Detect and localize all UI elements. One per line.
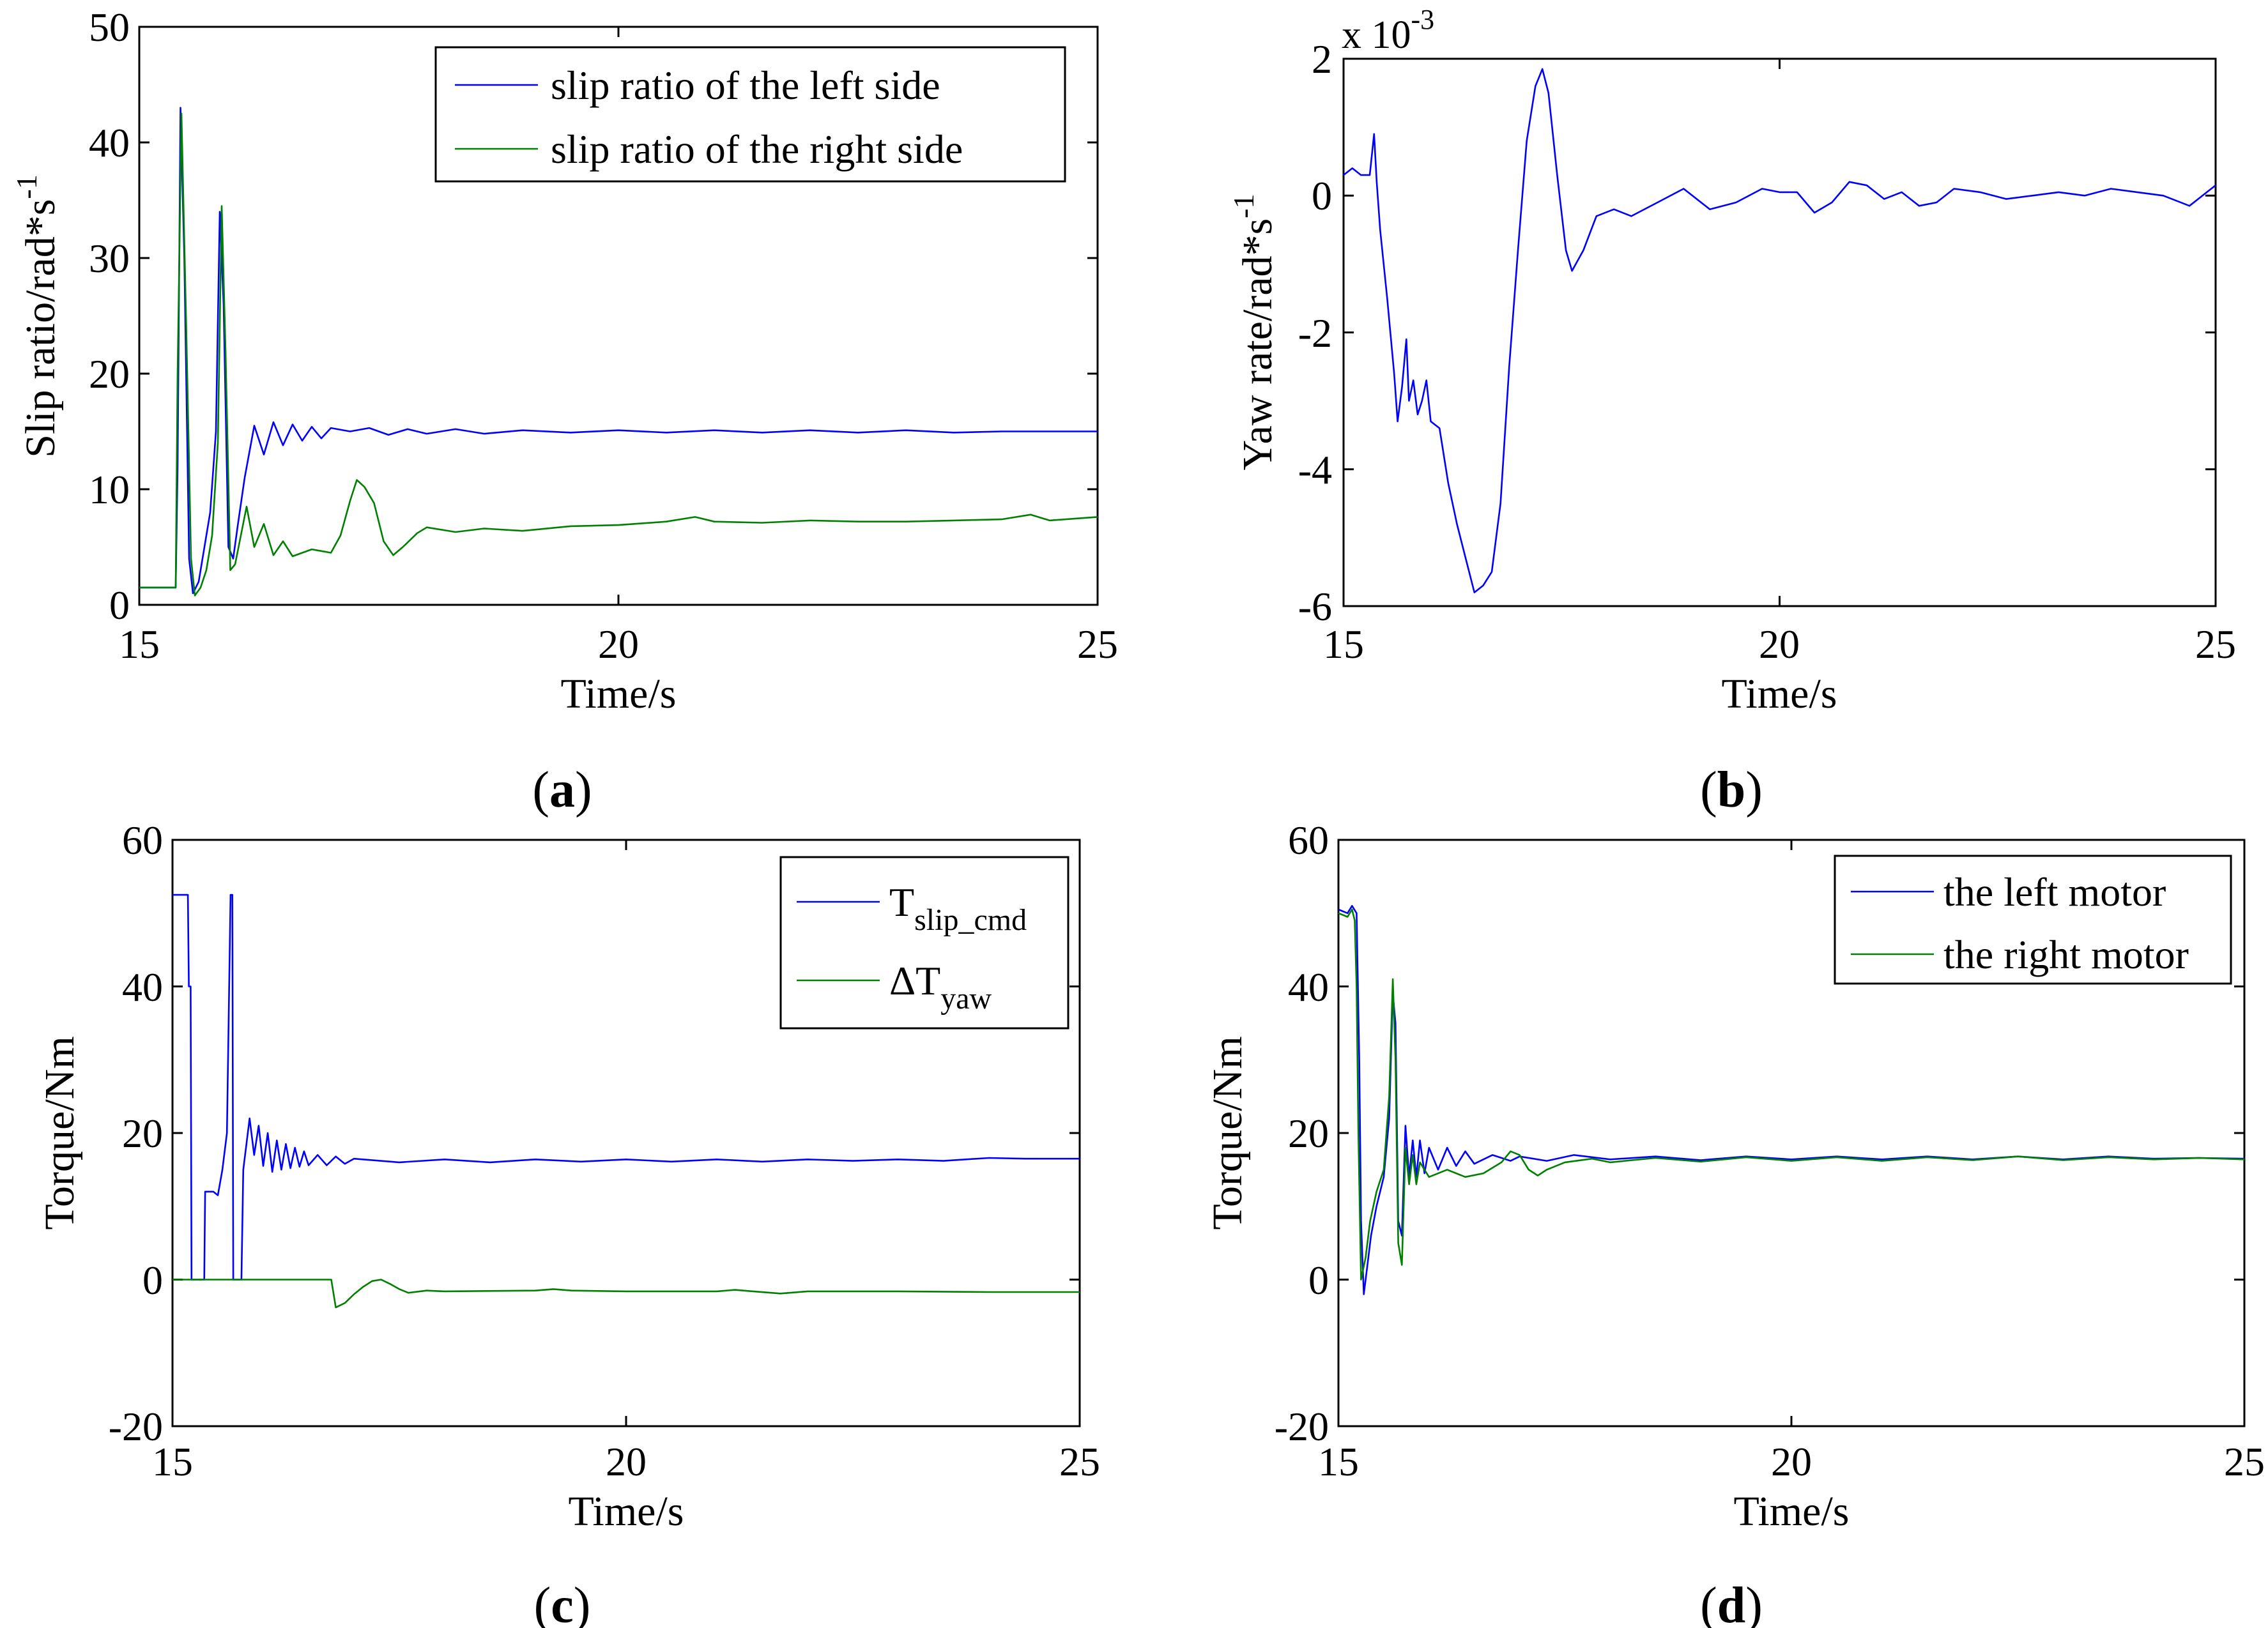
axis-ticks: [1337, 839, 2246, 1427]
series-line-1: [1338, 905, 2245, 1295]
legend-box: [779, 856, 1069, 1030]
y-tick-label: 0: [1308, 1258, 1329, 1303]
legend-entry-label: the left motor: [1943, 869, 2166, 915]
legend-entry-label: the right motor: [1943, 932, 2189, 977]
y-axis-label: Slip ratio/rad*s-1: [10, 174, 64, 457]
y-tick-label: 0: [1312, 173, 1332, 218]
panel-caption: (b): [1700, 762, 1763, 818]
series-group: [1338, 905, 2245, 1295]
y-tick-label: -2: [1298, 310, 1332, 356]
y-tick-label: 60: [1288, 818, 1329, 863]
x-tick-label: 15: [1323, 621, 1364, 667]
x-tick-label: 15: [1318, 1439, 1359, 1484]
y-tick-label: 20: [89, 351, 130, 397]
panel-caption: (a): [532, 762, 592, 818]
y-tick-label: 30: [89, 236, 130, 281]
legend-entry-label: slip ratio of the left side: [551, 63, 940, 108]
panel-d-motor-torque-chart: 15 20 25 -20 0 20 40 60 Time/s Torque/Nm…: [1204, 818, 2265, 1628]
y-tick-label: 50: [89, 4, 130, 50]
y-tick-label: -20: [109, 1404, 163, 1449]
x-tick-label: 15: [119, 621, 160, 667]
x-tick-label: 20: [598, 621, 639, 667]
series-line-2: [139, 112, 1098, 597]
x-tick-label: 20: [1771, 1439, 1812, 1484]
panel-b-yaw-rate-chart: x 10-3 15 20 25 -6 -4 -2 0 2 Time/s Yaw …: [1227, 4, 2236, 818]
y-tick-label: 2: [1312, 36, 1332, 82]
series-line-2: [172, 1279, 1080, 1309]
x-axis-label: Time/s: [1734, 1488, 1850, 1535]
legend: Tslip_cmd ΔTyaw: [779, 856, 1069, 1030]
axis-ticks: [171, 839, 1081, 1427]
legend: slip ratio of the left side slip ratio o…: [434, 46, 1066, 183]
series-group: [1343, 68, 2216, 593]
legend-entry-label: slip ratio of the right side: [551, 126, 963, 172]
x-axis-label: Time/s: [561, 671, 677, 717]
y-tick-label: 20: [1288, 1111, 1329, 1156]
x-axis-label: Time/s: [1722, 671, 1837, 717]
x-axis-label: Time/s: [569, 1488, 684, 1535]
axis-multiplier: x 10-3: [1342, 4, 1434, 57]
series-group: [139, 107, 1098, 597]
x-tick-label: 20: [606, 1439, 647, 1484]
x-tick-label: 25: [2195, 621, 2236, 667]
legend: the left motor the right motor: [1834, 855, 2232, 985]
series-line-2: [1338, 908, 2245, 1281]
legend-box: [434, 46, 1066, 183]
y-tick-label: -4: [1298, 447, 1332, 492]
legend-entry-label: ΔTyaw: [889, 958, 992, 1016]
axis-ticks: [138, 26, 1099, 606]
series-line-1: [139, 107, 1098, 595]
y-tick-label: 40: [89, 120, 130, 165]
x-tick-label: 15: [152, 1439, 193, 1484]
x-tick-label: 25: [2224, 1439, 2265, 1484]
series-group: [172, 894, 1080, 1309]
y-tick-label: 40: [1288, 964, 1329, 1010]
legend-box: [1834, 855, 2232, 985]
y-tick-label: -6: [1298, 584, 1332, 629]
panel-c-torque-command-chart: 15 20 25 -20 0 20 40 60 Time/s Torque/Nm…: [36, 818, 1100, 1628]
y-tick-label: 0: [142, 1258, 163, 1303]
y-tick-label: -20: [1275, 1404, 1329, 1449]
y-axis-label: Torque/Nm: [36, 1036, 83, 1229]
plot-frame: [1342, 57, 2217, 607]
y-tick-label: 10: [89, 467, 130, 512]
x-tick-label: 20: [1759, 621, 1800, 667]
x-tick-label: 25: [1059, 1439, 1100, 1484]
y-tick-label: 60: [122, 818, 163, 863]
x-tick-label: 25: [1077, 621, 1118, 667]
y-tick-label: 40: [122, 964, 163, 1010]
panel-caption: (c): [534, 1578, 591, 1628]
y-tick-label: 20: [122, 1111, 163, 1156]
axis-ticks: [1342, 57, 2217, 607]
series-line-1: [172, 894, 1080, 1281]
y-axis-label: Torque/Nm: [1204, 1036, 1251, 1229]
legend-entry-label: Tslip_cmd: [889, 879, 1027, 937]
y-tick-label: 0: [109, 582, 130, 628]
panel-a-slip-ratio-chart: 15 20 25 0 10 20 30 40 50 Time/s Slip ra…: [10, 4, 1118, 818]
series-line-1: [1343, 68, 2216, 593]
y-axis-label: Yaw rate/rad*s-1: [1227, 194, 1281, 470]
panel-caption: (d): [1700, 1578, 1763, 1628]
